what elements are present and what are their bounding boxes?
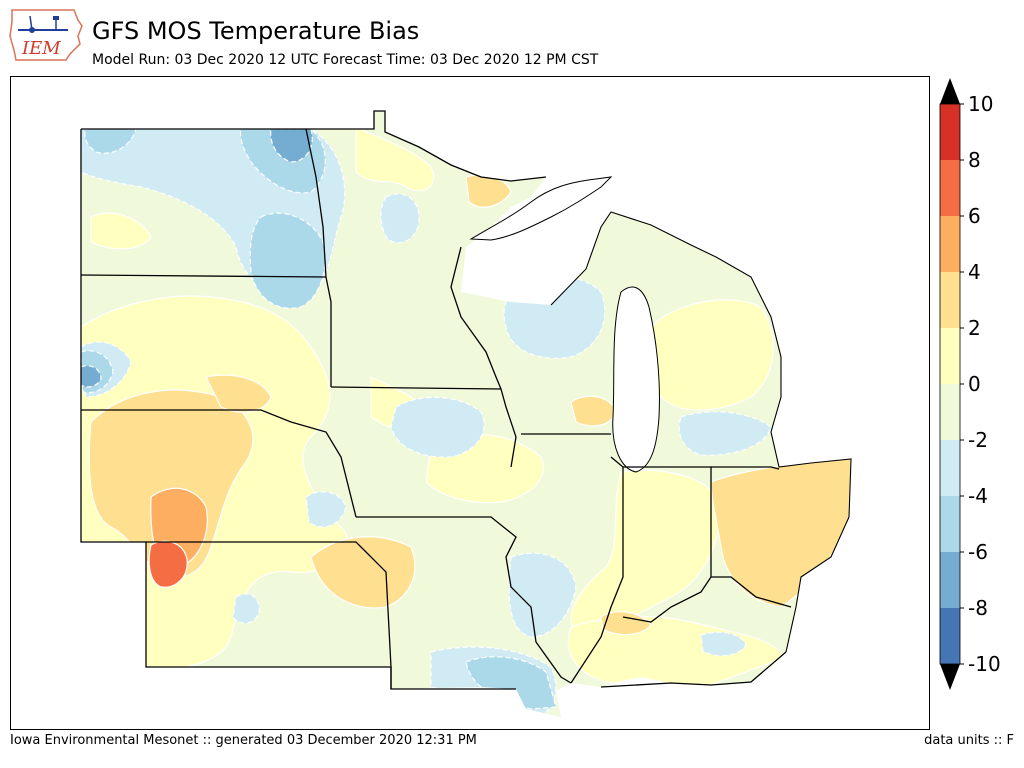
chart-subtitle: Model Run: 03 Dec 2020 12 UTC Forecast T… [92, 52, 599, 68]
colorbar-tick-label: 10 [968, 92, 993, 116]
colorbar-tick-label: 0 [968, 372, 981, 396]
colorbar-tick-label: -8 [968, 596, 988, 620]
bias-contours [81, 126, 851, 717]
iem-logo: IEM [8, 6, 84, 62]
colorbar-bin [940, 384, 960, 440]
lake-michigan [612, 286, 660, 473]
colorbar-bin [940, 216, 960, 272]
colorbar-bin [940, 160, 960, 216]
colorbar-tick-label: -10 [968, 652, 1001, 676]
colorbar-tick-label: -2 [968, 428, 988, 452]
logo-text: IEM [21, 38, 61, 59]
colorbar-bin [940, 552, 960, 608]
colorbar-tick-label: -4 [968, 484, 988, 508]
colorbar-tick-label: -6 [968, 540, 988, 564]
colorbar-tick-label: 8 [968, 148, 981, 172]
footer-units: data units :: F [924, 733, 1014, 748]
map-panel [10, 76, 930, 730]
bias-map [80, 110, 852, 717]
colorbar-bin [940, 272, 960, 328]
colorbar-bin [940, 440, 960, 496]
chart-title: GFS MOS Temperature Bias [92, 17, 420, 45]
colorbar-under-arrow [940, 664, 960, 690]
colorbar-tick-label: 2 [968, 316, 981, 340]
colorbar: 10 8 6 4 2 0 -2 -4 -6 -8 -10 [930, 76, 1024, 696]
colorbar-bin [940, 328, 960, 384]
colorbar-over-arrow [940, 78, 960, 104]
state-borders [80, 110, 792, 690]
colorbar-tick-label: 4 [968, 260, 981, 284]
colorbar-bin [940, 608, 960, 664]
lake-superior [469, 176, 613, 241]
colorbar-bin [940, 496, 960, 552]
colorbar-bin [940, 104, 960, 160]
colorbar-tick-label: 6 [968, 204, 981, 228]
footer-credit: Iowa Environmental Mesonet :: generated … [10, 733, 477, 748]
